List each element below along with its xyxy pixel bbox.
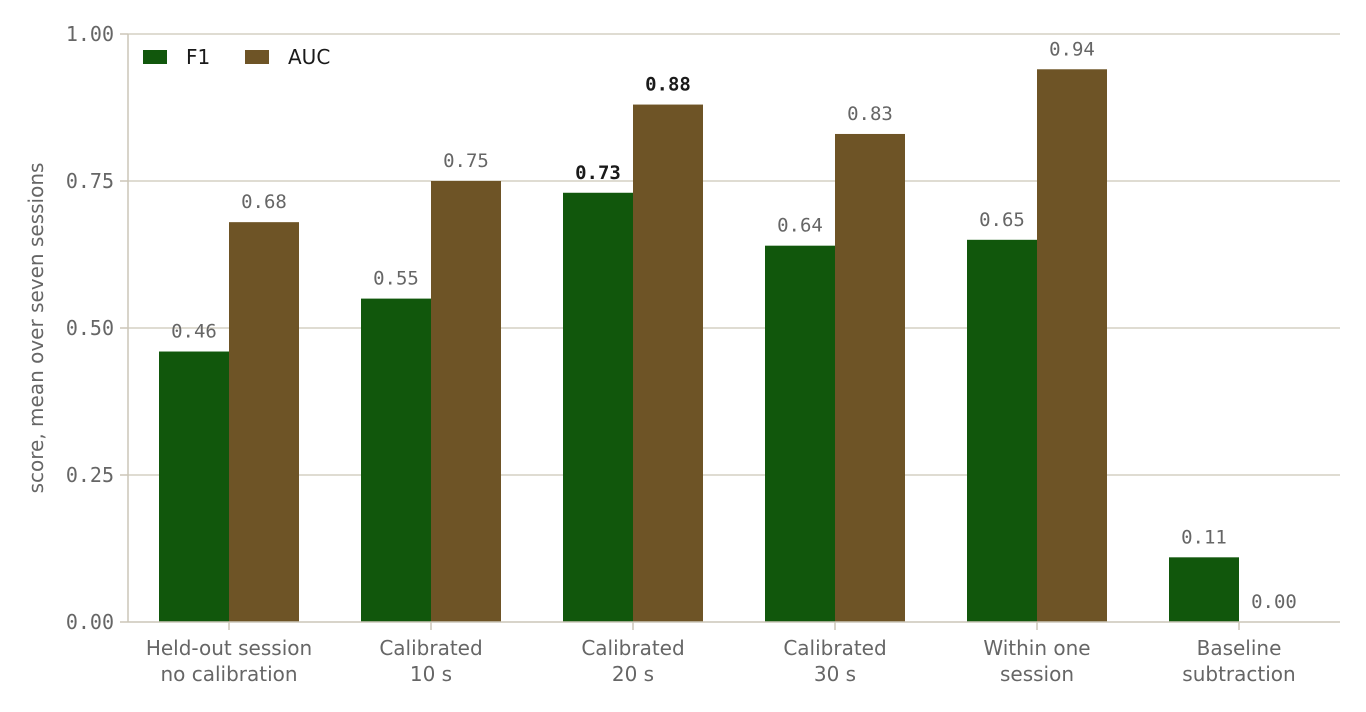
bar-f1 <box>765 245 835 622</box>
axes <box>120 33 1340 630</box>
grid-lines <box>128 33 1340 476</box>
x-tick-label: session <box>1000 662 1074 686</box>
data-label: 0.46 <box>171 321 217 343</box>
x-tick-label: 20 s <box>612 662 654 686</box>
data-label: 0.73 <box>575 162 621 184</box>
legend-label-f1: F1 <box>186 45 210 69</box>
labels: 0.00 0.25 0.50 0.75 1.00 score, mean over sev… <box>24 22 1297 686</box>
data-label: 0.75 <box>443 150 489 172</box>
legend-label-auc: AUC <box>288 45 330 69</box>
bar-auc <box>229 222 299 622</box>
bar-auc <box>835 133 905 622</box>
y-tick-label: 0.00 <box>66 610 114 634</box>
y-axis-title: score, mean over seven sessions <box>24 163 48 494</box>
x-tick-label: 10 s <box>410 662 452 686</box>
bar-f1 <box>967 239 1037 623</box>
legend-swatch-auc <box>245 50 269 64</box>
data-label: 0.94 <box>1049 38 1095 60</box>
x-tick-label: no calibration <box>160 662 297 686</box>
x-tick-label: subtraction <box>1182 662 1295 686</box>
x-tick-label: Calibrated <box>783 636 886 660</box>
x-tick-label: Within one <box>983 636 1090 660</box>
data-label: 0.00 <box>1251 591 1297 613</box>
y-tick-label: 0.50 <box>66 316 114 340</box>
bar-f1 <box>1169 557 1239 622</box>
data-label: 0.88 <box>645 74 691 96</box>
data-label: 0.83 <box>847 103 893 125</box>
bar-auc <box>1037 69 1107 622</box>
bar-f1 <box>361 298 431 622</box>
bar-f1 <box>563 192 633 622</box>
x-tick-label: 30 s <box>814 662 856 686</box>
data-label: 0.65 <box>979 209 1025 231</box>
data-label: 0.55 <box>373 268 419 290</box>
bar-auc <box>633 104 703 622</box>
bar-auc <box>431 181 501 622</box>
bar-f1 <box>159 351 229 622</box>
bars <box>159 69 1239 623</box>
x-tick-label: Calibrated <box>581 636 684 660</box>
legend: F1 AUC <box>143 45 330 69</box>
x-tick-label: Held-out session <box>146 636 312 660</box>
y-tick-label: 1.00 <box>66 22 114 46</box>
x-tick-label: Baseline <box>1197 636 1282 660</box>
x-tick-label: Calibrated <box>379 636 482 660</box>
data-label: 0.11 <box>1181 526 1227 548</box>
data-label: 0.64 <box>777 215 823 237</box>
y-tick-label: 0.25 <box>66 463 114 487</box>
data-label: 0.68 <box>241 191 287 213</box>
legend-swatch-f1 <box>143 50 167 64</box>
y-tick-label: 0.75 <box>66 169 114 193</box>
